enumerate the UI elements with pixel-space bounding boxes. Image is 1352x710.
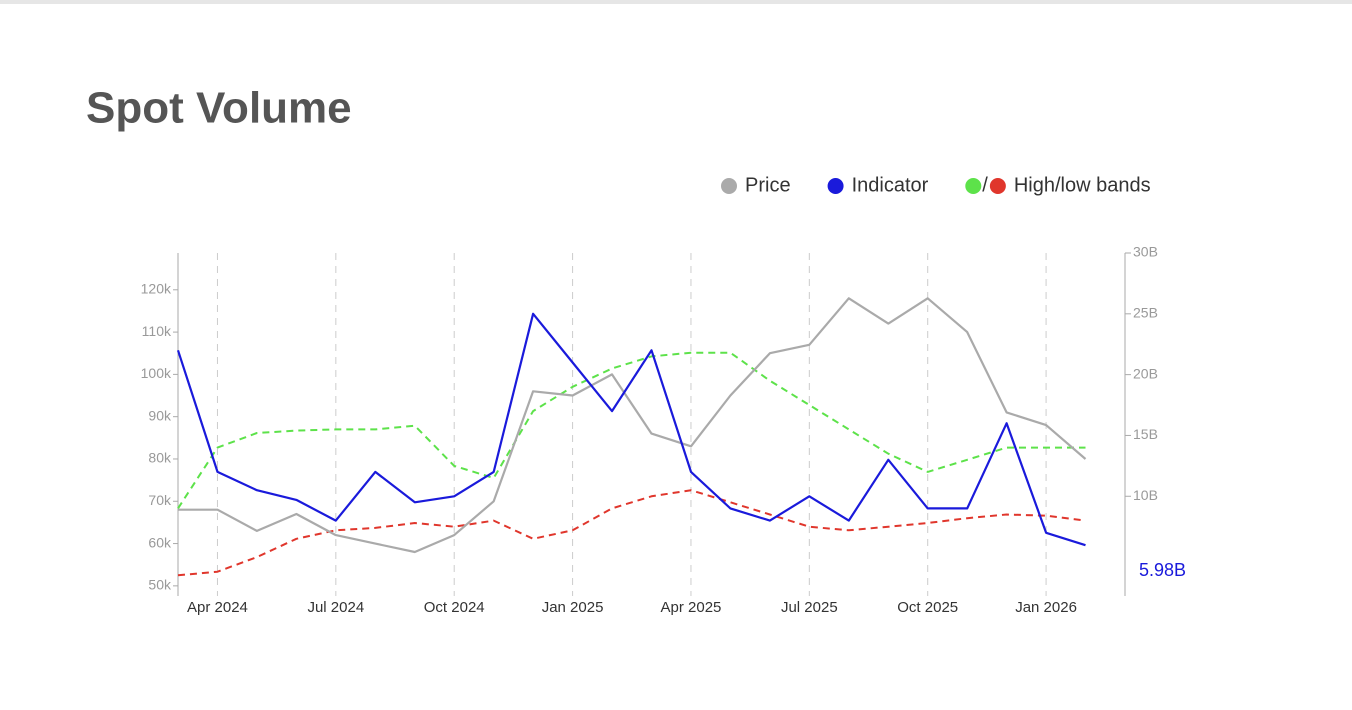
y2-tick-label: 30B (1133, 244, 1158, 260)
y-tick-label: 60k (148, 534, 172, 550)
top-bar (0, 0, 1352, 4)
legend-label: Price (745, 174, 791, 196)
x-tick-label: Jan 2026 (1015, 599, 1077, 616)
y-tick-label: 90k (148, 407, 172, 423)
series-line (177, 489, 1086, 577)
y-tick-label: 50k (148, 577, 172, 593)
series-line (177, 351, 1086, 509)
series-line (178, 297, 1087, 554)
legend-dot (721, 178, 737, 194)
y-tick-label: 110k (142, 323, 172, 339)
x-tick-label: Oct 2024 (424, 599, 485, 616)
y2-tick-label: 20B (1133, 365, 1158, 381)
legend-dot (989, 178, 1006, 194)
y2-tick-label: 15B (1133, 426, 1158, 442)
series-line (176, 312, 1086, 547)
last-value-label: 5.98B (1139, 560, 1186, 580)
y-tick-label: 80k (148, 450, 172, 466)
y-tick-label: 70k (148, 492, 172, 508)
legend-dot (827, 178, 844, 194)
x-tick-label: Jul 2024 (307, 599, 364, 616)
y-tick-label: 120k (141, 280, 172, 296)
y2-tick-label: 10B (1133, 487, 1158, 503)
x-tick-label: Jul 2025 (781, 599, 838, 616)
legend-label: Indicator (852, 174, 929, 196)
y2-tick-label: 25B (1133, 305, 1158, 321)
legend-separator: / (982, 174, 988, 196)
x-tick-label: Apr 2024 (187, 599, 248, 616)
x-tick-label: Jan 2025 (542, 599, 604, 616)
y-tick-label: 100k (141, 365, 172, 381)
legend-label: High/low bands (1014, 174, 1151, 196)
x-tick-label: Oct 2025 (897, 599, 958, 616)
chart-title: Spot Volume (86, 84, 352, 133)
x-tick-label: Apr 2025 (661, 599, 722, 616)
legend-dot (965, 178, 982, 194)
